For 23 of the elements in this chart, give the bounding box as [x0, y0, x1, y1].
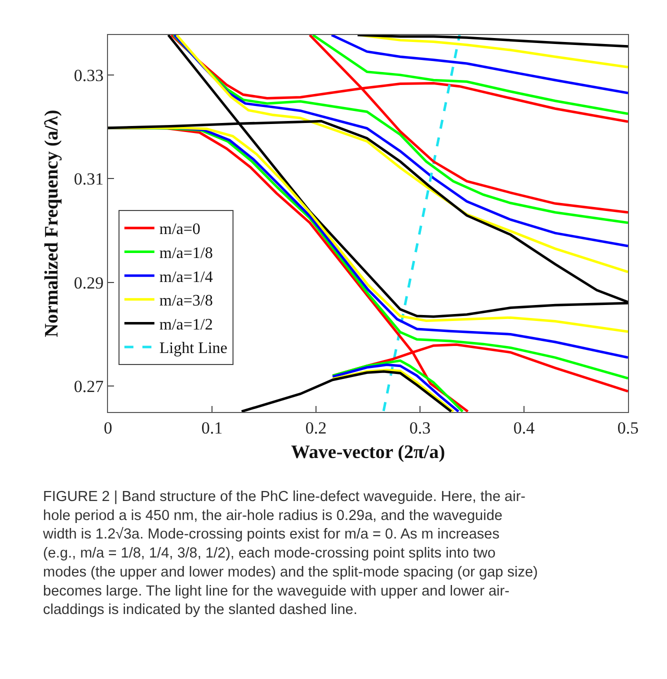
caption: FIGURE 2 | Band structure of the PhC line-defect waveguide. Here, the air-hole period a is 450 nm, the air-hole radius is 0.29a, and the waveguide width is 1.2√3a. Mode-crossing points exist for m/a = 0. As m increases (e.g., m/a = 1/8, 1/4, 3/8, 1/2), each mode-crossing point splits into two modes (the upper and lower modes) and the split-mode spacing (or gap size) becomes large. The light line for the waveguide with upper and lower air-claddings is indicated by the slanted dashed line.: [42, 489, 538, 618]
x-axis-title: Wave-vector (2π/a): [290, 442, 446, 464]
line-series: [240, 370, 452, 412]
y-tick-label: 0.27: [74, 377, 104, 396]
x-tick-label: 0.5: [617, 418, 639, 438]
legend-label: m/a=3/8: [159, 292, 213, 310]
x-tick-label: 0.1: [201, 418, 223, 438]
line-series: [330, 35, 628, 94]
legend-label: m/a=1/4: [159, 268, 213, 286]
y-tick-label: 0.29: [74, 273, 104, 292]
line-series: [312, 35, 628, 116]
legend-label: m/a=1/8: [159, 245, 213, 262]
y-axis-title: Normalized Frequency (a/λ): [42, 110, 63, 338]
line-series: [356, 35, 628, 48]
legend-label: Light Line: [159, 340, 228, 358]
x-tick-label: 0.4: [513, 418, 536, 438]
x-tick-label: 0.2: [305, 418, 327, 438]
y-tick-label: 0.33: [74, 66, 104, 85]
legend-label: m/a=1/2: [159, 316, 213, 334]
x-tick-label: 0: [104, 418, 112, 438]
y-tick-label: 0.31: [74, 170, 104, 189]
x-tick-label: 0.3: [409, 418, 431, 438]
legend-label: m/a=0: [159, 221, 200, 238]
